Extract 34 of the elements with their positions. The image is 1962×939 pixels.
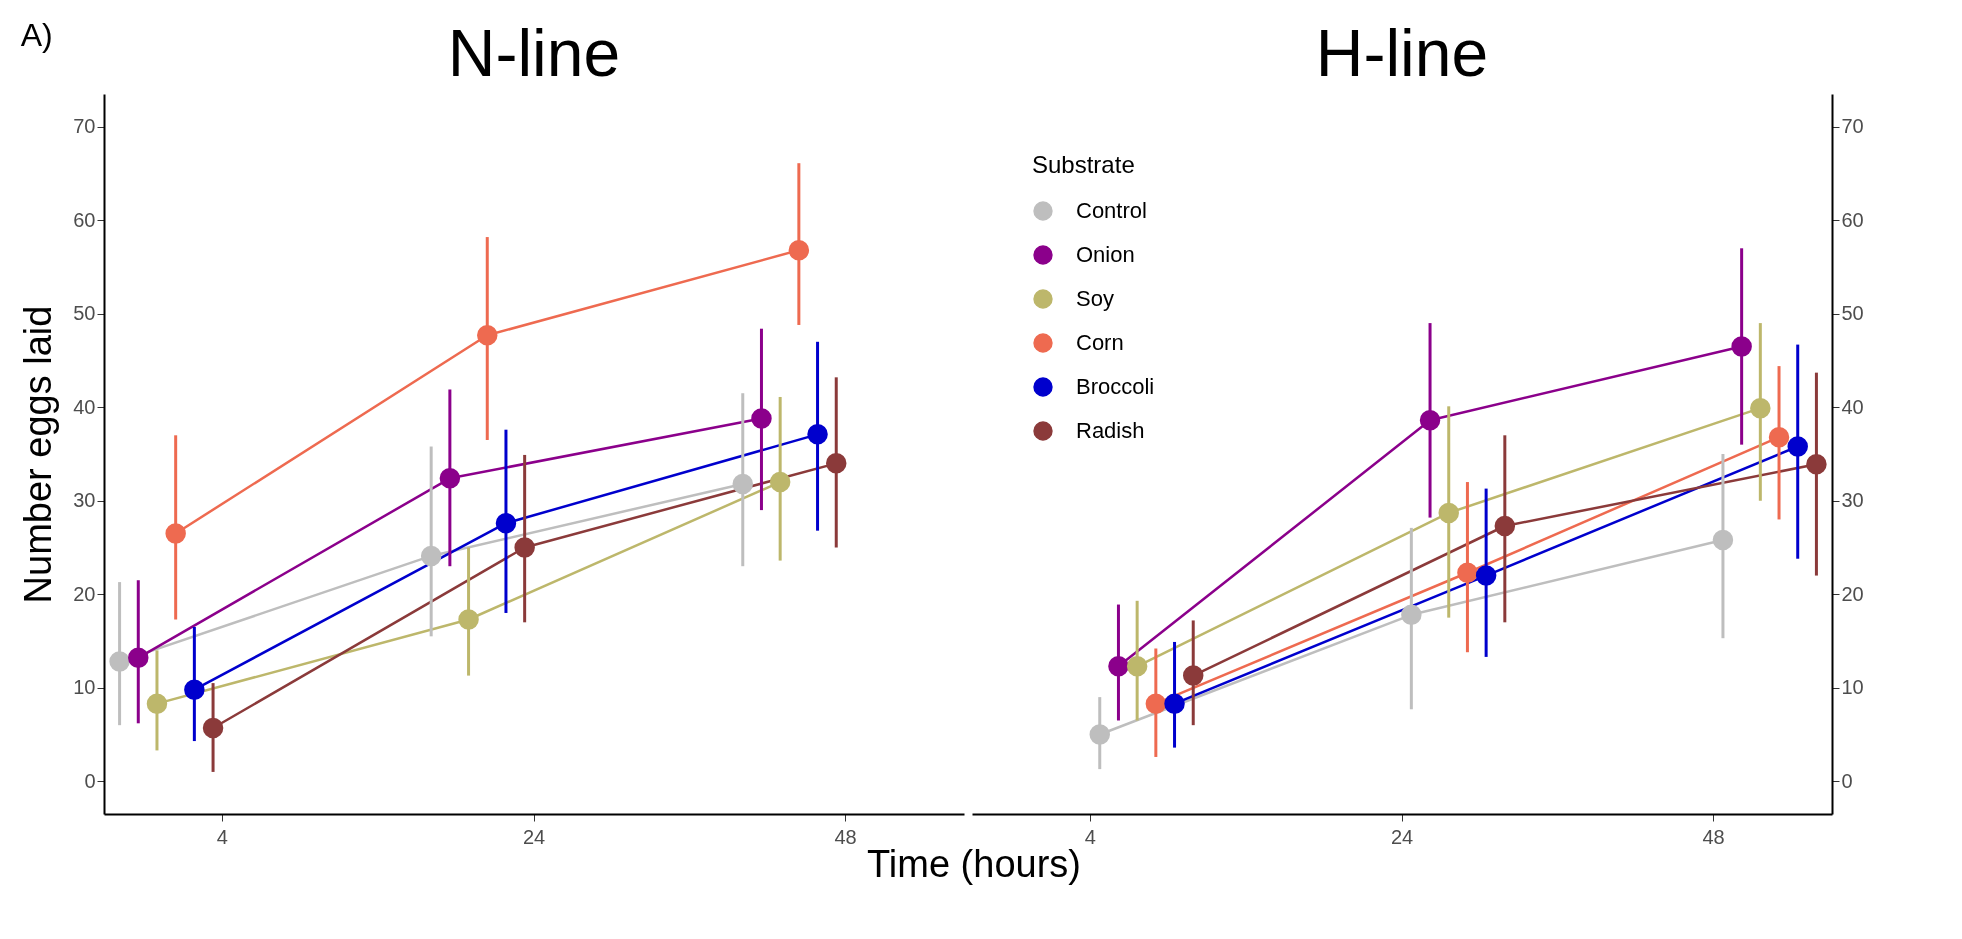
chart-title: N-line <box>447 16 621 90</box>
y-tick-label: 20 <box>1841 582 1864 605</box>
y-tick-label: 40 <box>1841 395 1864 418</box>
x-tick-label: 48 <box>834 825 857 848</box>
x-tick-label: 4 <box>216 825 228 848</box>
y-tick-label: 40 <box>73 395 96 418</box>
legend-label: Onion <box>1076 242 1135 267</box>
y-tick-label: 50 <box>1841 302 1864 325</box>
x-axis-title: Time (hours) <box>867 843 1081 885</box>
text: A) <box>20 17 53 53</box>
y-tick-label: 70 <box>73 115 96 138</box>
y-tick-label: 30 <box>1841 489 1864 512</box>
legend-label: Soy <box>1076 286 1114 311</box>
y-tick-label: 10 <box>73 676 96 699</box>
x-tick-label: 4 <box>1084 825 1096 848</box>
y-axis-title: Number eggs laid <box>17 305 60 604</box>
legend-label: Broccoli <box>1076 374 1155 399</box>
y-tick-label: 0 <box>1841 769 1853 792</box>
legend-label: Corn <box>1076 330 1124 355</box>
y-tick-label: 60 <box>1841 208 1864 231</box>
y-tick-label: 0 <box>84 769 96 792</box>
legend-title: Substrate <box>1032 151 1135 178</box>
y-tick-label: 60 <box>73 208 96 231</box>
legend-label: Control <box>1076 198 1147 223</box>
y-tick-label: 50 <box>73 302 96 325</box>
y-tick-label: 20 <box>73 582 96 605</box>
x-tick-label: 24 <box>522 825 546 848</box>
chart-title: H-line <box>1315 16 1489 90</box>
legend-label: Radish <box>1076 418 1145 443</box>
y-tick-label: 10 <box>1841 676 1864 699</box>
x-tick-label: 48 <box>1702 825 1725 848</box>
y-tick-label: 70 <box>1841 115 1864 138</box>
y-tick-label: 30 <box>73 489 96 512</box>
x-tick-label: 24 <box>1390 825 1414 848</box>
